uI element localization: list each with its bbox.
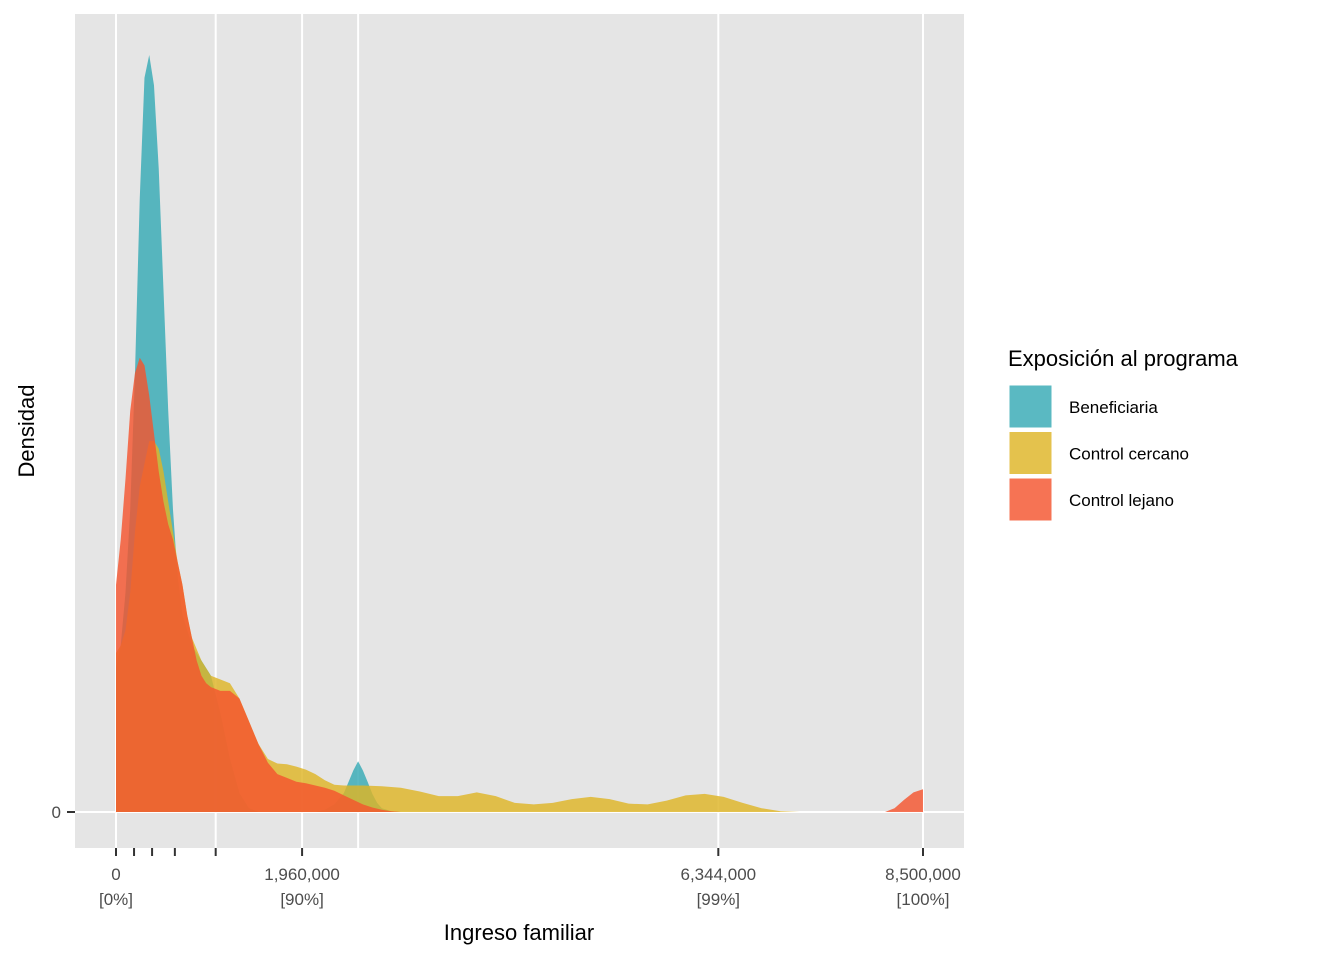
x-tick-percentile: [100%]	[897, 890, 950, 909]
x-tick-label: 0	[111, 865, 120, 884]
legend-label: Beneficiaria	[1069, 398, 1158, 417]
density-area-control-lejano	[116, 357, 923, 812]
x-tick-percentile: [0%]	[99, 890, 133, 909]
legend-title: Exposición al programa	[1008, 346, 1239, 371]
x-tick-percentile: [90%]	[280, 890, 323, 909]
legend-key	[1008, 477, 1053, 522]
gridlines	[75, 14, 964, 848]
x-tick-label: 6,344,000	[680, 865, 756, 884]
y-tick-label: 0	[52, 803, 61, 822]
y-axis-title: Densidad	[14, 385, 39, 478]
legend-key	[1008, 384, 1053, 429]
x-axis-title: Ingreso familiar	[444, 920, 594, 945]
x-axis: 0 [0%] 1,960,000 [90%] 6,344,000 [99%] 8,500,0…	[99, 848, 961, 909]
legend-key	[1008, 431, 1053, 475]
density-areas	[116, 55, 923, 812]
legend-label: Control cercano	[1069, 445, 1189, 464]
x-tick-percentile: [99%]	[697, 890, 740, 909]
y-axis: 0	[52, 803, 75, 822]
legend-label: Control lejano	[1069, 491, 1174, 510]
legend: Exposición al programa Beneficiaria Contr…	[1008, 346, 1239, 522]
x-tick-label: 8,500,000	[885, 865, 961, 884]
x-tick-label: 1,960,000	[264, 865, 340, 884]
